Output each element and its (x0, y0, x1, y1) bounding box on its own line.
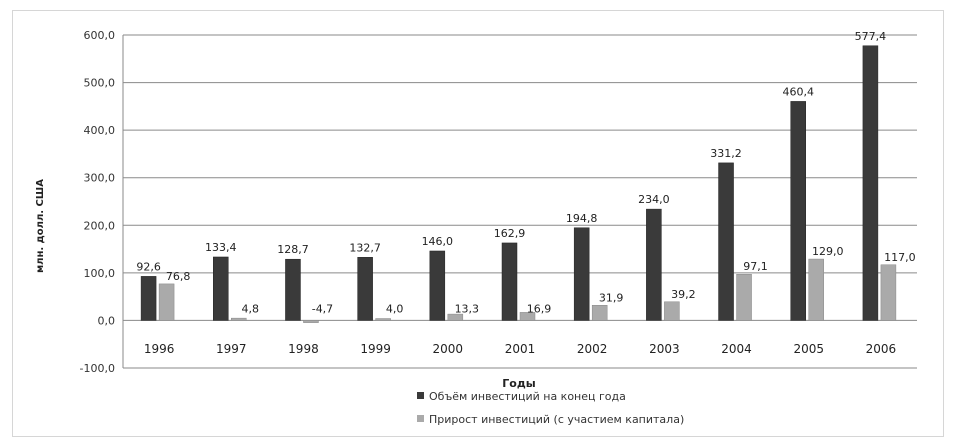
y-tick-label: 400,0 (84, 124, 116, 137)
y-tick-label: 300,0 (84, 172, 116, 185)
data-label-series-2-1998: -4,7 (312, 302, 333, 315)
data-label-series-1-2000: 146,0 (422, 235, 454, 248)
x-axis-label: Годы (502, 377, 535, 390)
bar-series-1-1998 (285, 258, 301, 321)
category-label-1996: 1996 (144, 342, 175, 356)
y-tick-label: 200,0 (84, 219, 116, 232)
y-axis-label: млн. долл. США (35, 179, 46, 273)
bar-chart: 600,0500,0400,0300,0200,0100,00,0-100,0 … (35, 29, 917, 426)
bar-series-2-2004 (736, 273, 752, 321)
category-label-2001: 2001 (505, 342, 536, 356)
data-label-series-1-2001: 162,9 (494, 227, 526, 240)
bar-series-2-2006 (880, 264, 897, 321)
bar-series-1-2002 (573, 227, 590, 321)
category-label-2005: 2005 (793, 342, 824, 356)
data-label-series-1-2002: 194,8 (566, 212, 598, 225)
bar-series-2-2000 (447, 313, 464, 321)
data-labels: 92,6 76,8 133,4 4,8 128,7 -4,7 132,7 4,0 146,0 13… (136, 30, 915, 316)
bar-series-1-1997 (213, 256, 229, 321)
data-label-series-1-2004: 331,2 (710, 147, 742, 160)
data-label-series-1-1996: 92,6 (136, 260, 161, 273)
data-label-series-2-2000: 13,3 (455, 302, 480, 315)
bar-series-2-2003 (664, 301, 680, 321)
data-label-series-1-1999: 132,7 (349, 241, 381, 254)
y-tick-label: 500,0 (84, 77, 116, 90)
legend-swatch-series-1 (417, 392, 424, 399)
data-label-series-2-2002: 31,9 (599, 291, 624, 304)
data-label-series-2-2003: 39,2 (671, 288, 696, 301)
data-label-series-1-2005: 460,4 (782, 85, 814, 98)
y-tick-label: -100,0 (80, 362, 115, 375)
data-label-series-2-1999: 4,0 (386, 302, 404, 315)
gridlines (122, 34, 917, 369)
data-label-series-2-2006: 117,0 (884, 251, 916, 264)
category-label-2002: 2002 (577, 342, 608, 356)
bar-series-2-2005 (808, 258, 824, 321)
y-tick-label: 600,0 (84, 29, 116, 42)
bar-series-1-2003 (646, 208, 662, 321)
data-label-series-2-1997: 4,8 (242, 302, 259, 315)
data-label-series-2-2004: 97,1 (743, 260, 768, 273)
y-tick-label: 100,0 (84, 267, 116, 280)
data-label-series-1-2003: 234,0 (638, 193, 670, 206)
category-label-1998: 1998 (288, 342, 319, 356)
legend-label-series-2: Прирост инвестиций (с участием капитала) (429, 413, 684, 426)
bars (140, 45, 897, 323)
y-tick-label: 0,0 (98, 314, 116, 327)
data-label-series-1-2006: 577,4 (855, 30, 887, 43)
bar-series-1-2001 (501, 242, 518, 321)
bar-series-2-1998 (303, 320, 319, 323)
category-label-2004: 2004 (721, 342, 752, 356)
bar-series-1-2000 (429, 250, 446, 321)
bar-series-2-1996 (158, 283, 175, 321)
bar-series-1-1996 (140, 276, 157, 321)
category-labels: 1996 1997 1998 1999 2000 2001 2002 2003 2004 2005… (144, 342, 896, 356)
data-label-series-2-2001: 16,9 (527, 302, 552, 315)
category-label-1997: 1997 (216, 342, 247, 356)
bar-series-1-2005 (790, 101, 806, 321)
category-label-1999: 1999 (360, 342, 391, 356)
data-label-series-2-2005: 129,0 (812, 245, 844, 258)
y-tick-labels: 600,0 500,0 400,0 300,0 200,0 100,0 0,0 -100,0 (80, 29, 115, 375)
legend-label-series-1: Объём инвестиций на конец года (429, 390, 626, 403)
bar-series-2-2002 (591, 305, 608, 321)
category-label-2003: 2003 (649, 342, 680, 356)
bar-series-2-1999 (375, 318, 391, 321)
bar-series-2-2001 (519, 312, 536, 321)
category-label-2000: 2000 (433, 342, 464, 356)
chart-frame: 600,0 500,0 400,0 300,0 200,0 100,0 0,0 -100,0 … (12, 10, 944, 437)
bar-series-1-2006 (862, 45, 879, 321)
bar-series-1-1999 (357, 257, 373, 321)
data-label-series-1-1997: 133,4 (205, 241, 237, 254)
category-label-2006: 2006 (866, 342, 897, 356)
data-label-series-2-1996: 76,8 (166, 270, 191, 283)
data-label-series-1-1998: 128,7 (277, 243, 309, 256)
bar-series-2-1997 (231, 317, 247, 321)
bar-series-1-2004 (718, 162, 734, 321)
legend-swatch-series-2 (417, 415, 424, 422)
legend: Объём инвестиций на конец года Прирост и… (417, 390, 684, 426)
